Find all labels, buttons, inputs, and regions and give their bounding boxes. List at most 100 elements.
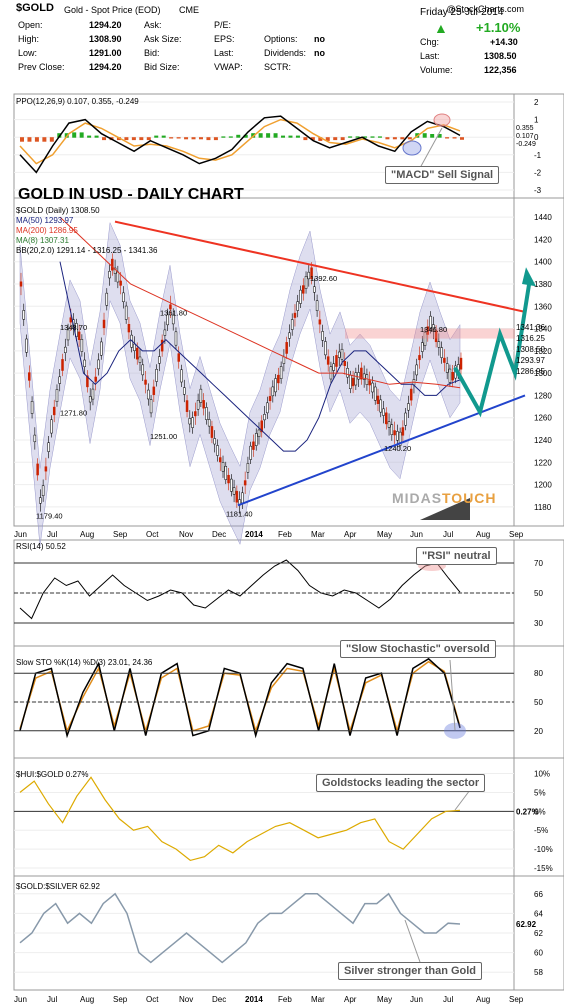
ppo-bar bbox=[363, 136, 368, 138]
ppo-bar bbox=[191, 137, 196, 140]
ppo-bar bbox=[176, 137, 181, 139]
ppo-bar bbox=[213, 137, 218, 141]
price-candle bbox=[135, 347, 139, 360]
chg-label: Chg: bbox=[420, 37, 440, 47]
x-month-label: May bbox=[377, 530, 392, 539]
price-candle bbox=[445, 363, 449, 373]
price-candle bbox=[194, 411, 197, 417]
price-candle bbox=[368, 380, 371, 386]
gold-legend: $GOLD (Daily) 1308.50 bbox=[16, 206, 100, 215]
ppo-highlight bbox=[402, 140, 422, 156]
price-candle bbox=[25, 338, 28, 353]
price-candle bbox=[19, 281, 23, 287]
price-candle bbox=[401, 427, 405, 436]
price-candle bbox=[44, 466, 48, 472]
annotation-pointer bbox=[404, 919, 421, 963]
price-candle bbox=[22, 310, 26, 320]
prev-close-label: Prev Close: bbox=[18, 62, 65, 72]
price-candle bbox=[174, 331, 178, 346]
price-candle bbox=[288, 332, 291, 339]
projection-path bbox=[453, 278, 532, 418]
hui-legend: $HUI:$GOLD 0.27% bbox=[16, 770, 89, 779]
hui-line bbox=[19, 776, 461, 862]
ma50-line bbox=[59, 261, 461, 452]
bid-label: Bid: bbox=[144, 48, 160, 58]
ppo-bar bbox=[452, 137, 457, 139]
low-value: 1291.00 bbox=[89, 48, 122, 58]
x-month-label: Sep bbox=[509, 530, 524, 539]
ppo-bar bbox=[42, 137, 47, 142]
price-candle bbox=[111, 258, 114, 271]
price-candle bbox=[437, 341, 441, 348]
price-candle bbox=[423, 331, 427, 346]
price-candle bbox=[158, 356, 161, 364]
x-month-label-bottom: Nov bbox=[179, 995, 193, 1004]
date: Friday 25-Jul-2014 bbox=[420, 7, 504, 18]
price-candle bbox=[263, 414, 266, 421]
y-tick-label: 80 bbox=[534, 669, 543, 678]
y-tick-label: 1 bbox=[534, 116, 539, 125]
price-candle bbox=[191, 417, 194, 428]
x-month-label: Jun bbox=[14, 530, 27, 539]
x-month-label-bottom: Jul bbox=[47, 995, 57, 1004]
y-tick-label: 1300 bbox=[534, 369, 552, 378]
pe-label: P/E: bbox=[214, 20, 232, 30]
y-tick-label: 30 bbox=[534, 619, 543, 628]
x-month-label-bottom: Mar bbox=[311, 995, 325, 1004]
y-tick-label: 1440 bbox=[534, 213, 552, 222]
ppo-bar bbox=[34, 137, 39, 142]
price-candle bbox=[235, 490, 239, 503]
silver-line bbox=[19, 892, 461, 964]
price-candle bbox=[28, 372, 31, 381]
x-month-label-bottom: Dec bbox=[212, 995, 226, 1004]
price-candle bbox=[183, 387, 186, 395]
price-candle bbox=[169, 304, 172, 310]
low-label: Low: bbox=[18, 48, 38, 58]
bb-legend: BB(20,2.0) 1291.14 - 1316.25 - 1341.36 bbox=[16, 246, 158, 255]
price-candle bbox=[304, 276, 308, 289]
dividends-label: Dividends: bbox=[264, 48, 307, 58]
price-candle bbox=[274, 378, 277, 393]
price-candle bbox=[282, 356, 286, 364]
price-candle bbox=[443, 357, 446, 363]
price-candle bbox=[266, 402, 269, 414]
price-candle bbox=[434, 330, 438, 343]
price-label: 1240.20 bbox=[384, 444, 411, 453]
ppo-value-label: -0.249 bbox=[516, 141, 536, 148]
price-candle bbox=[241, 492, 244, 504]
y-tick-label: 1380 bbox=[534, 280, 552, 289]
ppo-bar bbox=[236, 134, 241, 138]
logo-triangle-icon bbox=[420, 498, 470, 520]
price-candle bbox=[218, 457, 222, 463]
sto-annotation: "Slow Stochastic" oversold bbox=[340, 640, 496, 658]
right-value-label: 1286.95 bbox=[516, 367, 545, 376]
x-month-label: Nov bbox=[179, 530, 193, 539]
y-tick-label: 20 bbox=[534, 727, 543, 736]
price-candle bbox=[66, 329, 70, 341]
quote-panel: $GOLD Gold - Spot Price (EOD) CME @Stock… bbox=[14, 0, 526, 94]
ppo-bar bbox=[131, 137, 136, 141]
ppo-bar bbox=[161, 135, 166, 138]
volume-label: Volume: bbox=[420, 65, 453, 75]
price-candle bbox=[252, 441, 255, 450]
price-candle bbox=[83, 359, 86, 367]
annotation-pointer bbox=[454, 789, 471, 811]
x-month-label: Apr bbox=[344, 530, 357, 539]
price-candle bbox=[385, 412, 388, 425]
right-value-label: 1293.97 bbox=[516, 356, 545, 365]
ppo-bar bbox=[303, 137, 308, 141]
price-candle bbox=[105, 292, 109, 306]
y-tick-label: 1260 bbox=[534, 414, 552, 423]
x-month-label-bottom: Oct bbox=[146, 995, 159, 1004]
x-month-label-bottom: 2014 bbox=[245, 995, 263, 1004]
ppo-bar bbox=[370, 136, 375, 138]
y-tick-label: 60 bbox=[534, 949, 543, 958]
resistance-line bbox=[114, 220, 526, 313]
ppo-highlight-red bbox=[433, 113, 451, 127]
price-candle bbox=[373, 386, 377, 401]
symbol: $GOLD bbox=[16, 2, 54, 14]
price-candle bbox=[285, 342, 288, 354]
ppo-bar bbox=[377, 136, 382, 138]
x-month-label: Aug bbox=[476, 530, 490, 539]
price-candle bbox=[246, 463, 250, 473]
